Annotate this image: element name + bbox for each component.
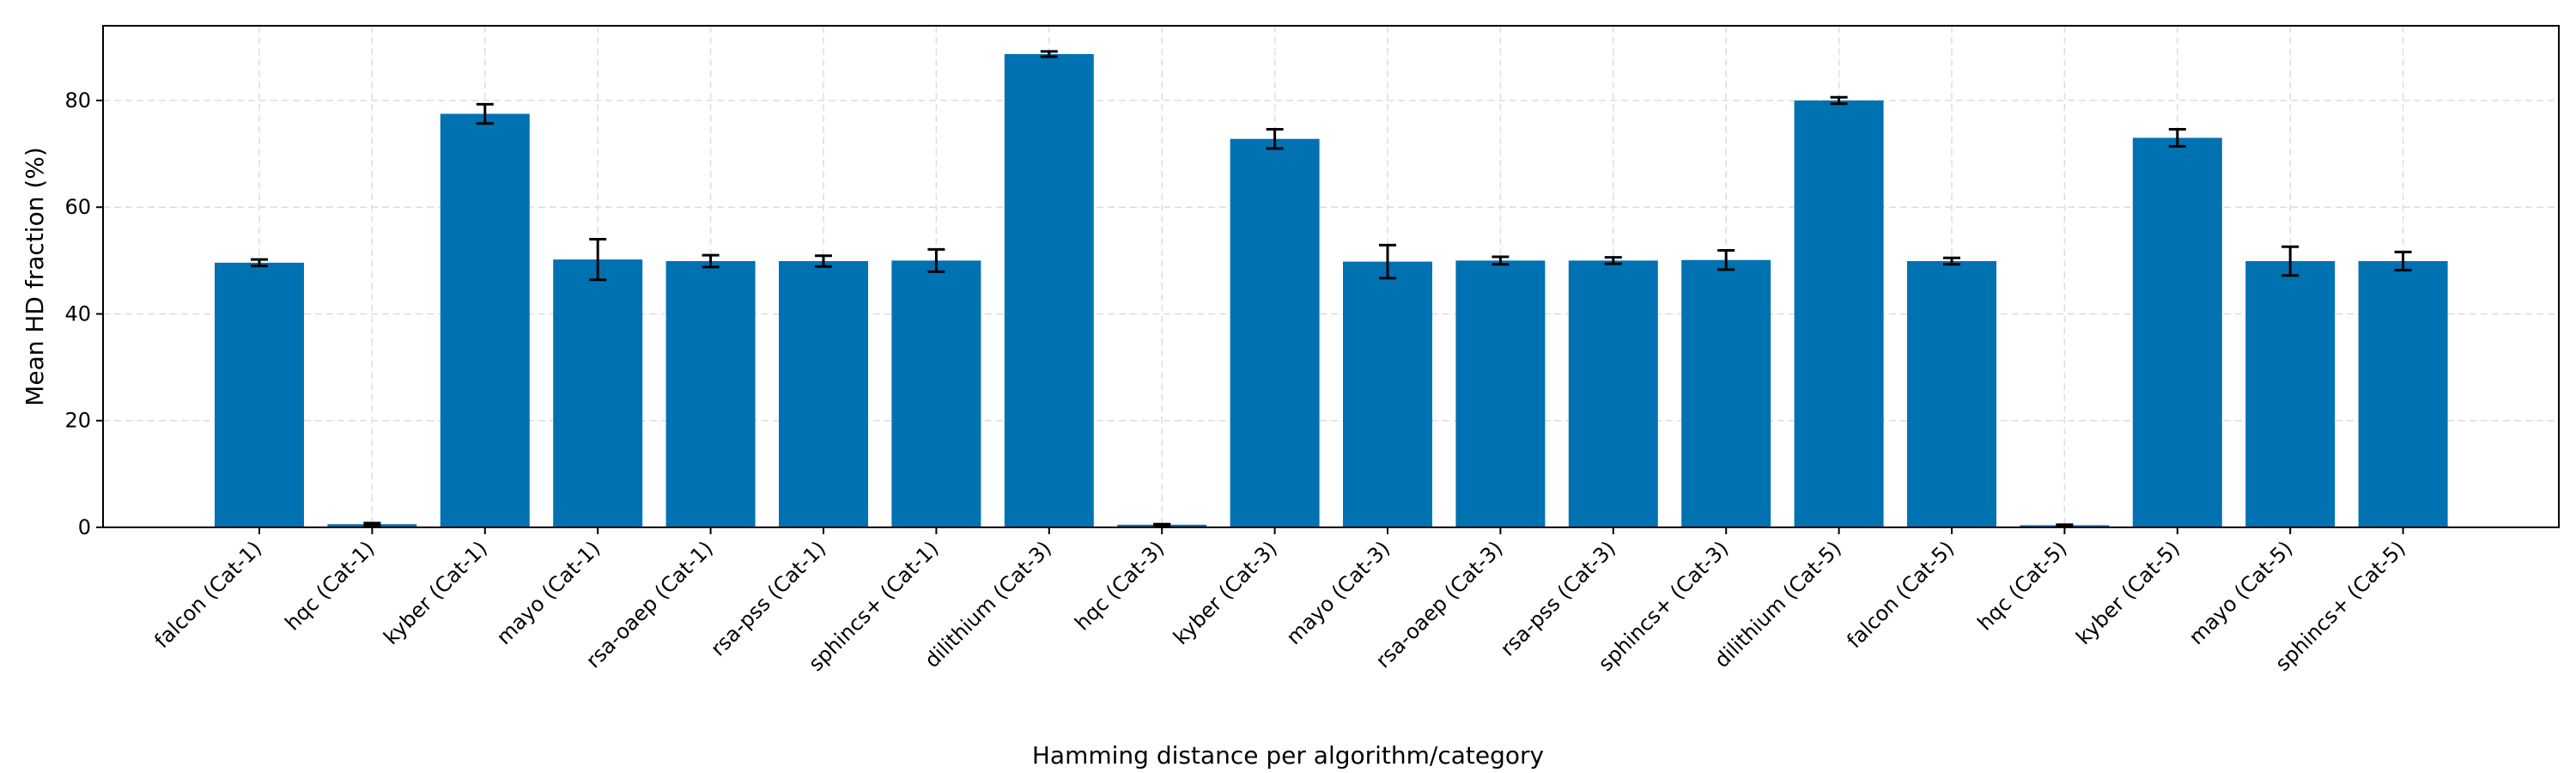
bars — [215, 53, 2448, 528]
plot-frame — [102, 25, 2560, 528]
bar — [2132, 137, 2222, 527]
bar — [1794, 100, 1884, 527]
y-tick-label: 0 — [78, 515, 91, 539]
bar — [553, 259, 643, 527]
bar — [1907, 260, 1996, 527]
y-tick-label: 40 — [64, 301, 91, 326]
bar — [440, 113, 530, 528]
bar — [665, 260, 756, 527]
bar — [1455, 260, 1546, 527]
bar — [891, 260, 981, 527]
bar — [2245, 260, 2336, 527]
y-tick-label: 20 — [64, 409, 91, 433]
bar — [2358, 260, 2448, 527]
bar — [779, 260, 868, 527]
bar — [1004, 53, 1094, 527]
error-bars — [251, 50, 2412, 527]
bar — [215, 262, 304, 527]
bar — [1343, 261, 1432, 527]
y-tick-label: 60 — [64, 195, 91, 219]
bar — [1230, 138, 1320, 527]
bar — [1568, 260, 1658, 527]
y-axis-ticks: 0 20 40 60 80 — [64, 88, 103, 539]
y-tick-label: 80 — [64, 88, 91, 113]
y-axis-label: Mean HD fraction (%) — [21, 147, 49, 406]
bar — [1681, 259, 1771, 527]
x-axis-label: Hamming distance per algorithm/category — [1032, 741, 1544, 770]
